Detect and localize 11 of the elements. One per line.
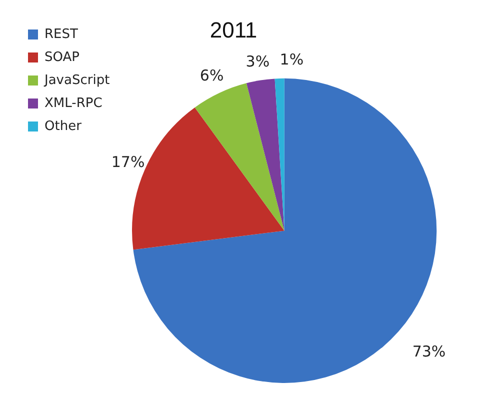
data-label: 17%	[111, 152, 145, 171]
legend-label: XML-RPC	[44, 96, 102, 111]
legend-label: Other	[44, 118, 82, 134]
legend-label: SOAP	[44, 50, 80, 65]
data-label: 73%	[412, 342, 446, 360]
chart-title: 2011	[210, 17, 258, 42]
legend-label: REST	[44, 26, 78, 42]
data-label: 6%	[200, 66, 224, 84]
data-label: 1%	[280, 50, 304, 68]
data-label: 3%	[246, 52, 270, 70]
legend-label: JavaScript	[44, 72, 110, 88]
